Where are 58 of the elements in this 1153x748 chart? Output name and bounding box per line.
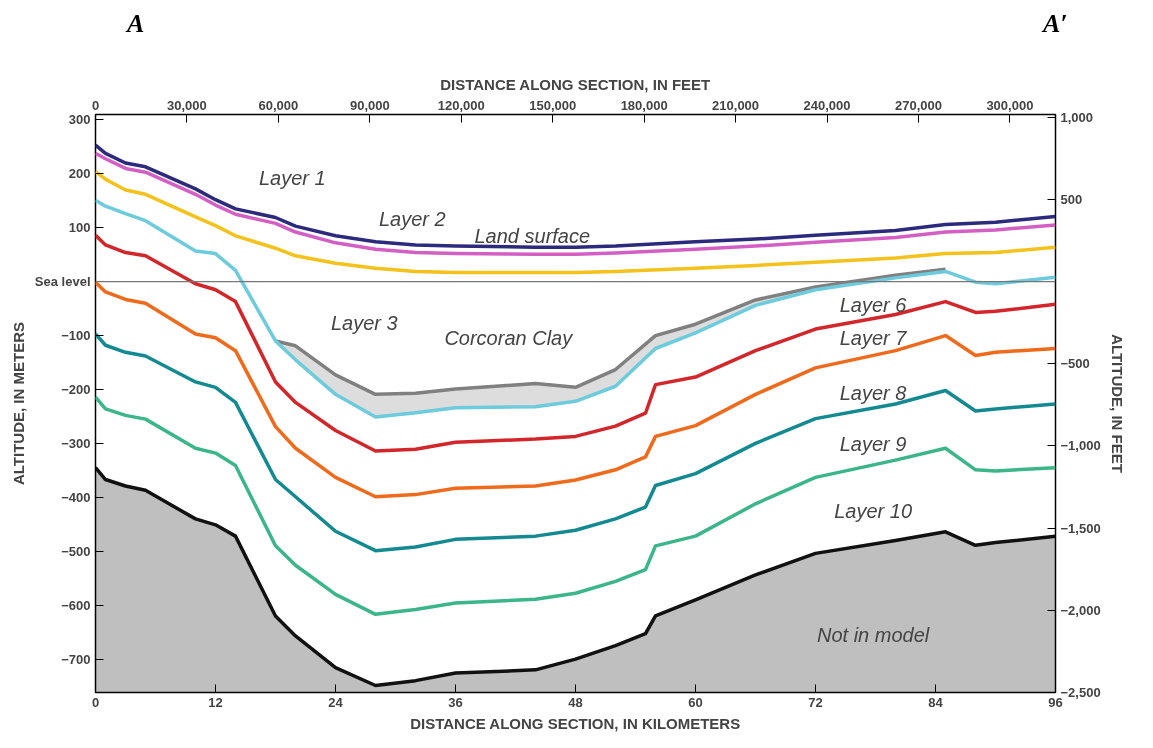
annotation: Corcoran Clay xyxy=(444,326,574,349)
line-series xyxy=(95,280,1056,499)
x2-tick-label: 120,000 xyxy=(437,97,485,113)
annotation: Not in model xyxy=(816,623,930,646)
line-series xyxy=(95,198,1056,419)
x2-tick-label: 30,000 xyxy=(167,97,207,113)
y-tick-label: 300 xyxy=(68,112,91,128)
y2-tick-label: 1,000 xyxy=(1060,109,1094,125)
line-series xyxy=(95,169,1056,275)
text: A′ xyxy=(1043,8,1068,40)
y2-axis-title: ALTITUDE, IN FEET xyxy=(1108,334,1126,473)
annotation: Layer 3 xyxy=(330,311,398,334)
y2-tick-label: −1,500 xyxy=(1060,520,1101,536)
x2-tick-label: 150,000 xyxy=(529,97,577,113)
x2-tick-label: 300,000 xyxy=(986,97,1034,113)
annotation: Layer 8 xyxy=(839,382,907,405)
x-tick-label: 96 xyxy=(1048,694,1063,710)
x-tick-label: 36 xyxy=(448,694,463,710)
y-tick-label: −200 xyxy=(61,381,91,397)
x2-tick-label: 270,000 xyxy=(894,97,942,113)
x-tick-label: 0 xyxy=(91,694,100,710)
x-tick-label: 72 xyxy=(808,694,823,710)
y2-tick-label: 500 xyxy=(1060,191,1083,207)
x2-tick-label: 90,000 xyxy=(349,97,390,113)
y-axis-title: ALTITUDE, IN METERS xyxy=(9,321,27,486)
x2-tick-label: 0 xyxy=(91,97,100,113)
annotation: Land surface xyxy=(474,224,591,247)
x2-tick-label: 210,000 xyxy=(712,97,760,113)
y2-tick-label: −500 xyxy=(1060,356,1090,372)
annotation: Layer 7 xyxy=(839,326,908,349)
annotation: Layer 2 xyxy=(378,207,446,230)
annotation: Layer 6 xyxy=(839,294,908,317)
x-tick-label: 48 xyxy=(568,694,583,710)
annotation: Layer 10 xyxy=(834,500,913,523)
x-tick-label: 12 xyxy=(208,694,223,710)
text: A xyxy=(127,8,145,40)
y-tick-label: Sea level xyxy=(34,274,91,290)
y-tick-label: −300 xyxy=(61,435,91,451)
y-tick-label: −400 xyxy=(61,489,91,505)
x2-tick-label: 240,000 xyxy=(803,97,851,113)
y-tick-label: −700 xyxy=(61,651,91,667)
x-tick-label: 24 xyxy=(328,694,344,710)
y2-tick-label: −1,000 xyxy=(1060,438,1101,454)
x2-tick-label: 180,000 xyxy=(620,97,668,113)
y2-tick-label: −2,000 xyxy=(1060,602,1101,618)
y-tick-label: −500 xyxy=(61,543,91,559)
y-tick-label: 200 xyxy=(68,166,91,182)
x2-axis-title: DISTANCE ALONG SECTION, IN FEET xyxy=(440,75,711,93)
line-series xyxy=(95,332,1056,553)
x-tick-label: 84 xyxy=(928,694,944,710)
y-tick-label: −600 xyxy=(61,597,91,613)
y-tick-label: −100 xyxy=(61,328,91,344)
annotation: Layer 1 xyxy=(258,167,326,190)
x-axis-title: DISTANCE ALONG SECTION, IN KILOMETERS xyxy=(410,714,741,732)
y-tick-label: 100 xyxy=(68,220,91,236)
x2-tick-label: 60,000 xyxy=(258,97,299,113)
annotation: Layer 9 xyxy=(839,432,907,455)
x-tick-label: 60 xyxy=(688,694,703,710)
